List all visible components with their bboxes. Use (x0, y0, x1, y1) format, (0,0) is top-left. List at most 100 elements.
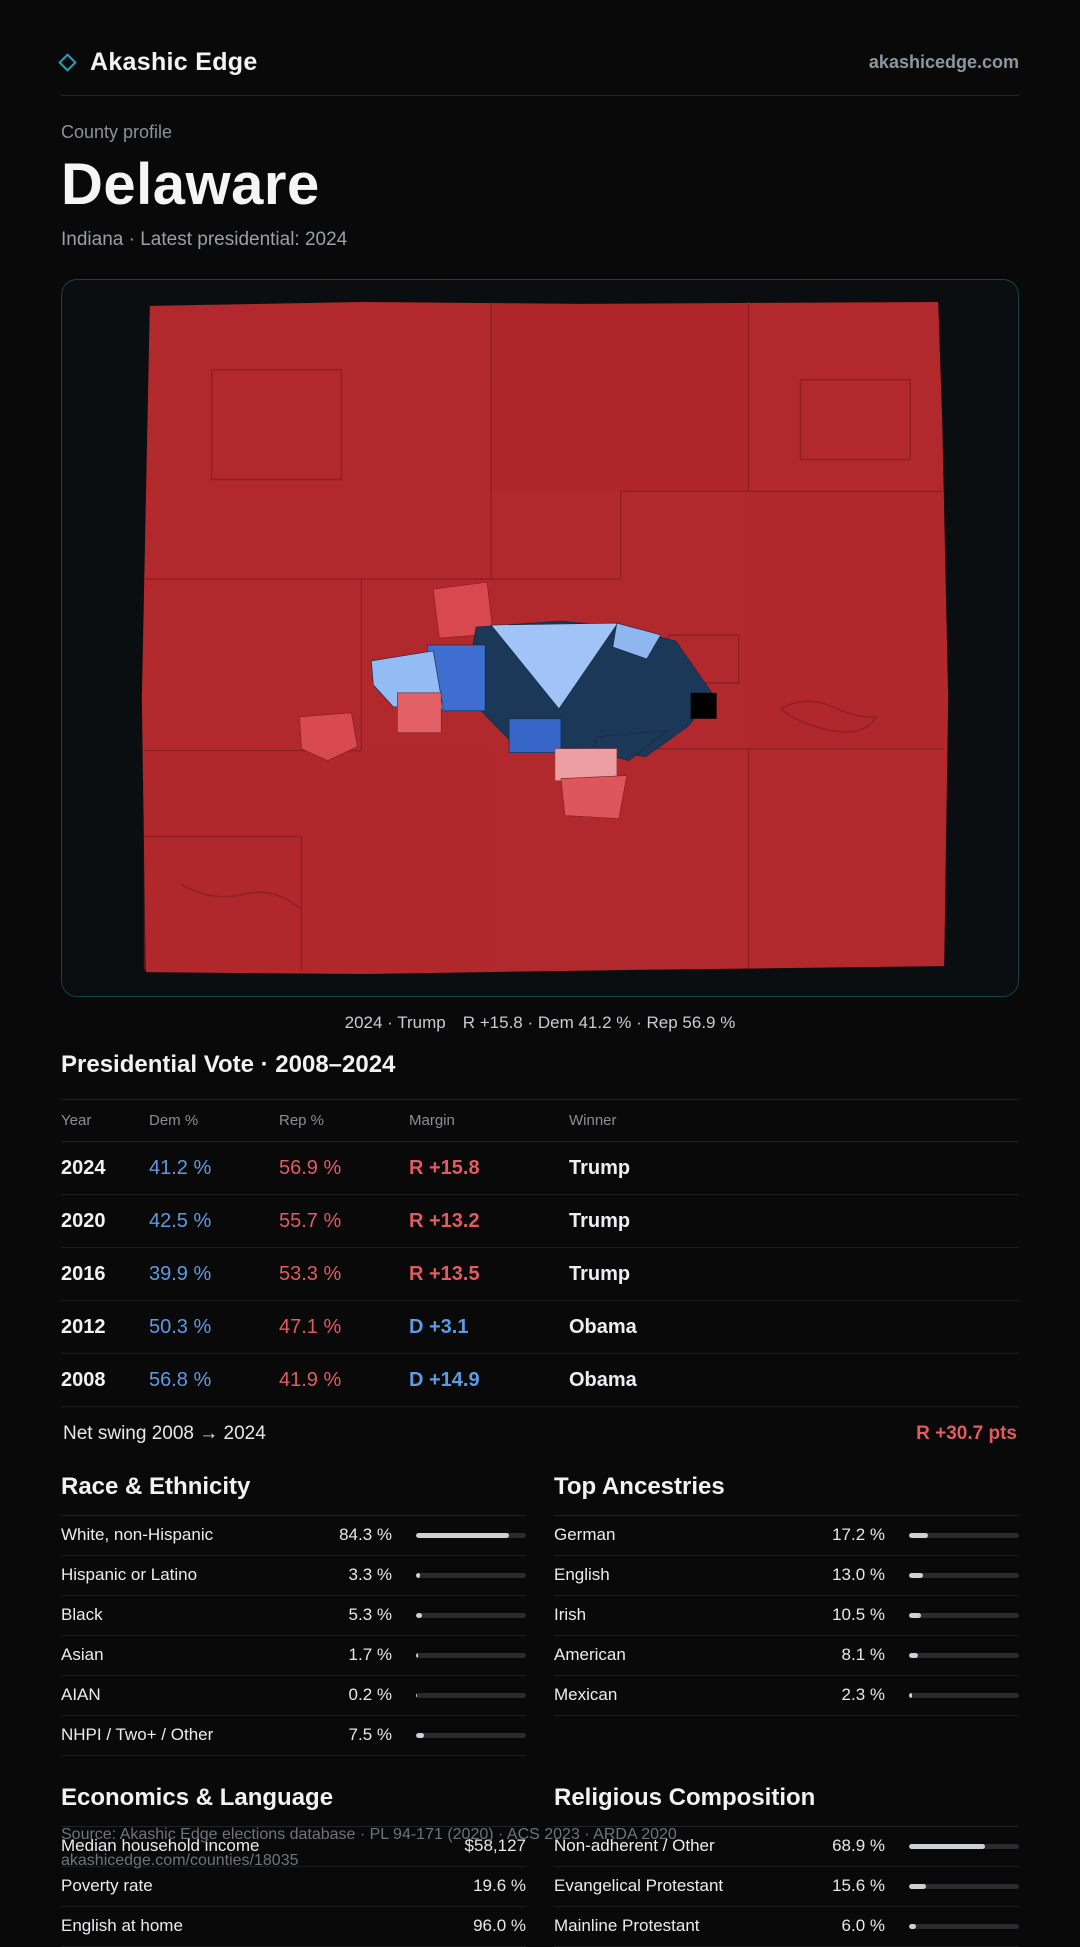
vote-winner: Trump (569, 1141, 1019, 1194)
ancestries-title: Top Ancestries (554, 1473, 1019, 1516)
vote-rep: 41.9 % (279, 1353, 409, 1406)
stat-row: English at home 96.0 % (61, 1907, 526, 1947)
vote-rep: 47.1 % (279, 1300, 409, 1353)
stat-bar-fill (416, 1613, 422, 1618)
stat-bar-fill (909, 1653, 918, 1658)
vote-col-rep: Rep % (279, 1099, 409, 1141)
stat-row: White, non-Hispanic 84.3 % (61, 1516, 526, 1556)
stat-value: 5.3 % (312, 1605, 392, 1625)
stat-bar (416, 1653, 526, 1658)
stat-bar-fill (416, 1573, 420, 1578)
vote-winner: Trump (569, 1247, 1019, 1300)
stat-bar (909, 1924, 1019, 1929)
stat-value: 0.2 % (312, 1685, 392, 1705)
stat-bar (909, 1884, 1019, 1889)
stat-label: English (554, 1565, 805, 1585)
stat-label: AIAN (61, 1685, 312, 1705)
stat-label: Evangelical Protestant (554, 1876, 805, 1896)
stat-bar (416, 1733, 526, 1738)
county-precinct-map (62, 280, 1018, 996)
vote-header-row: Year Dem % Rep % Margin Winner (61, 1099, 1019, 1141)
source-footer: Source: Akashic Edge elections database … (61, 1822, 821, 1874)
stat-row: Mexican 2.3 % (554, 1676, 1019, 1716)
permalink: akashicedge.com/counties/18035 (61, 1848, 821, 1874)
stat-row: Mainline Protestant 6.0 % (554, 1907, 1019, 1947)
vote-margin: D +14.9 (409, 1353, 569, 1406)
app-header: Akashic Edge akashicedge.com (61, 0, 1019, 77)
vote-year: 2016 (61, 1247, 149, 1300)
vote-winner: Obama (569, 1300, 1019, 1353)
stat-value: 1.7 % (312, 1645, 392, 1665)
stat-label: Asian (61, 1645, 312, 1665)
vote-year: 2012 (61, 1300, 149, 1353)
black-precinct (691, 693, 717, 719)
stat-label: Mainline Protestant (554, 1916, 805, 1936)
stat-bar-fill (909, 1573, 923, 1578)
vote-rep: 56.9 % (279, 1141, 409, 1194)
stat-value: 8.1 % (805, 1645, 885, 1665)
stat-bar (416, 1613, 526, 1618)
stat-label: American (554, 1645, 805, 1665)
stat-label: NHPI / Two+ / Other (61, 1725, 312, 1745)
stat-row: Irish 10.5 % (554, 1596, 1019, 1636)
vote-year: 2020 (61, 1194, 149, 1247)
stat-label: Poverty rate (61, 1876, 473, 1896)
stat-value: 6.0 % (805, 1916, 885, 1936)
brand: Akashic Edge (61, 48, 258, 77)
stat-bar (909, 1653, 1019, 1658)
ancestries-section: Top Ancestries German 17.2 % English 13.… (554, 1473, 1019, 1756)
vote-row: 2016 39.9 % 53.3 % R +13.5 Trump (61, 1247, 1019, 1300)
stat-value: 13.0 % (805, 1565, 885, 1585)
stat-row: Black 5.3 % (61, 1596, 526, 1636)
race-title: Race & Ethnicity (61, 1473, 526, 1516)
stat-row: German 17.2 % (554, 1516, 1019, 1556)
header-divider (61, 95, 1019, 96)
stat-value: 19.6 % (473, 1876, 526, 1896)
stat-bar-fill (909, 1844, 985, 1849)
vote-row: 2008 56.8 % 41.9 % D +14.9 Obama (61, 1353, 1019, 1406)
stat-bar (416, 1693, 526, 1698)
vote-winner: Obama (569, 1353, 1019, 1406)
stats-grid: Race & Ethnicity White, non-Hispanic 84.… (61, 1473, 1019, 1947)
stat-value: 15.6 % (805, 1876, 885, 1896)
vote-row: 2012 50.3 % 47.1 % D +3.1 Obama (61, 1300, 1019, 1353)
vote-rep: 55.7 % (279, 1194, 409, 1247)
page-subtitle: Indiana · Latest presidential: 2024 (61, 229, 1019, 251)
stat-value: 10.5 % (805, 1605, 885, 1625)
stat-row: Hispanic or Latino 3.3 % (61, 1556, 526, 1596)
stat-bar-fill (416, 1733, 424, 1738)
stat-bar (909, 1693, 1019, 1698)
stat-label: German (554, 1525, 805, 1545)
stat-bar-fill (909, 1533, 928, 1538)
stat-row: American 8.1 % (554, 1636, 1019, 1676)
county-profile-kicker: County profile (61, 122, 1019, 143)
stat-bar-fill (909, 1693, 912, 1698)
vote-year: 2024 (61, 1141, 149, 1194)
brand-diamond-icon (58, 53, 76, 71)
vote-rep: 53.3 % (279, 1247, 409, 1300)
net-swing-row: Net swing 2008 → 2024 R +30.7 pts (61, 1407, 1019, 1459)
stat-bar (909, 1844, 1019, 1849)
stat-value: 17.2 % (805, 1525, 885, 1545)
stat-row: NHPI / Two+ / Other 7.5 % (61, 1716, 526, 1756)
economics-title: Economics & Language (61, 1784, 526, 1827)
stat-bar (909, 1613, 1019, 1618)
page-title: Delaware (61, 153, 1019, 217)
stat-label: Black (61, 1605, 312, 1625)
vote-table: Year Dem % Rep % Margin Winner 2024 41.2… (61, 1099, 1019, 1407)
stat-bar-fill (416, 1533, 509, 1538)
site-domain: akashicedge.com (869, 52, 1019, 73)
vote-col-margin: Margin (409, 1099, 569, 1141)
race-section: Race & Ethnicity White, non-Hispanic 84.… (61, 1473, 526, 1756)
vote-dem: 50.3 % (149, 1300, 279, 1353)
vote-dem: 41.2 % (149, 1141, 279, 1194)
vote-col-year: Year (61, 1099, 149, 1141)
vote-margin: R +13.2 (409, 1194, 569, 1247)
stat-value: 7.5 % (312, 1725, 392, 1745)
vote-margin: R +13.5 (409, 1247, 569, 1300)
stat-bar-fill (909, 1613, 921, 1618)
stat-bar (416, 1533, 526, 1538)
stat-row: English 13.0 % (554, 1556, 1019, 1596)
map-caption: 2024 · Trump R +15.8 · Dem 41.2 % · Rep … (61, 1013, 1019, 1033)
brand-name: Akashic Edge (90, 48, 258, 77)
